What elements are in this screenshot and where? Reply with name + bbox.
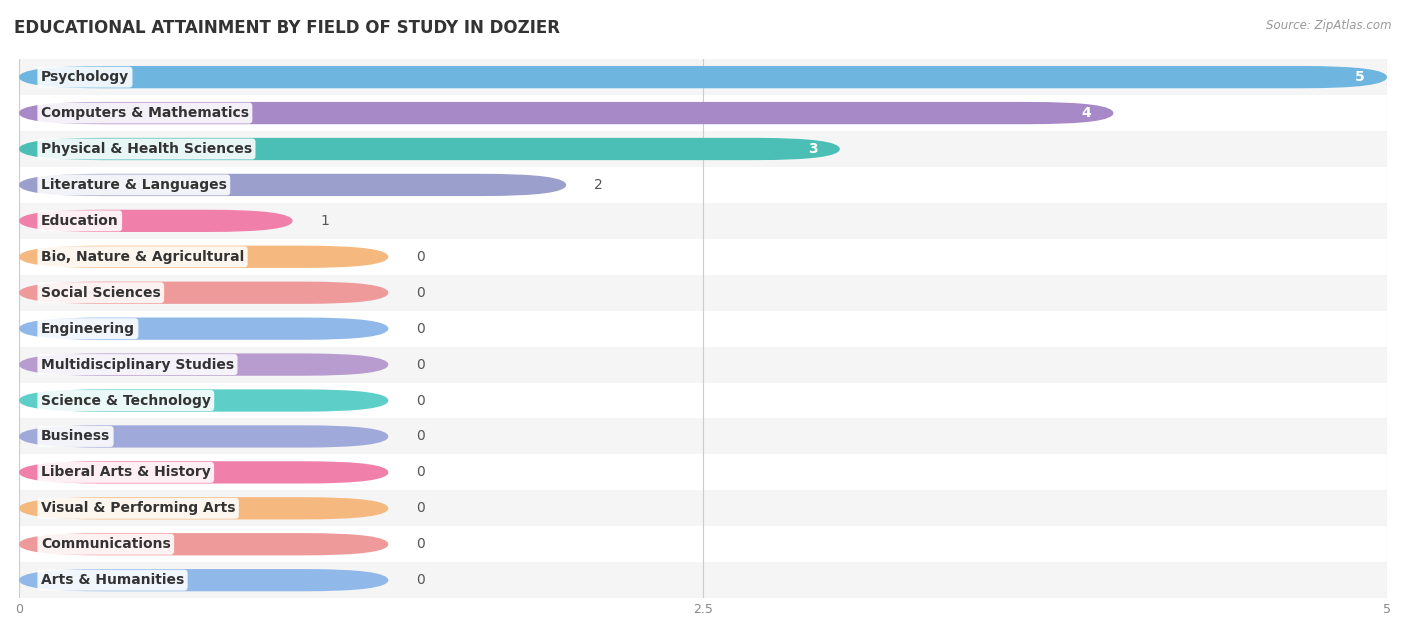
Text: Visual & Performing Arts: Visual & Performing Arts bbox=[41, 501, 235, 516]
Text: Social Sciences: Social Sciences bbox=[41, 286, 160, 300]
Text: Education: Education bbox=[41, 214, 118, 228]
Text: 0: 0 bbox=[416, 573, 425, 587]
Bar bbox=[20, 490, 1386, 526]
FancyBboxPatch shape bbox=[20, 281, 388, 304]
FancyBboxPatch shape bbox=[20, 461, 388, 483]
FancyBboxPatch shape bbox=[20, 209, 292, 232]
FancyBboxPatch shape bbox=[20, 174, 567, 196]
Bar bbox=[20, 382, 1386, 418]
Text: 3: 3 bbox=[808, 142, 818, 156]
Bar bbox=[20, 310, 1386, 346]
Bar bbox=[20, 59, 1386, 95]
FancyBboxPatch shape bbox=[20, 533, 388, 555]
FancyBboxPatch shape bbox=[20, 569, 388, 591]
FancyBboxPatch shape bbox=[20, 497, 388, 519]
Text: 0: 0 bbox=[416, 322, 425, 336]
Text: Bio, Nature & Agricultural: Bio, Nature & Agricultural bbox=[41, 250, 245, 264]
Bar bbox=[20, 346, 1386, 382]
Text: 1: 1 bbox=[321, 214, 329, 228]
Text: Psychology: Psychology bbox=[41, 70, 129, 84]
Text: EDUCATIONAL ATTAINMENT BY FIELD OF STUDY IN DOZIER: EDUCATIONAL ATTAINMENT BY FIELD OF STUDY… bbox=[14, 19, 560, 37]
Text: 0: 0 bbox=[416, 466, 425, 480]
Text: 0: 0 bbox=[416, 394, 425, 408]
Bar bbox=[20, 239, 1386, 274]
FancyBboxPatch shape bbox=[20, 317, 388, 339]
Bar bbox=[20, 274, 1386, 310]
Text: 0: 0 bbox=[416, 501, 425, 516]
Text: 0: 0 bbox=[416, 537, 425, 551]
Text: Computers & Mathematics: Computers & Mathematics bbox=[41, 106, 249, 120]
Bar bbox=[20, 418, 1386, 454]
Bar bbox=[20, 131, 1386, 167]
FancyBboxPatch shape bbox=[20, 389, 388, 411]
Text: 5: 5 bbox=[1355, 70, 1365, 84]
Bar bbox=[20, 526, 1386, 562]
Text: 0: 0 bbox=[416, 250, 425, 264]
Text: Multidisciplinary Studies: Multidisciplinary Studies bbox=[41, 358, 233, 372]
FancyBboxPatch shape bbox=[20, 102, 1114, 124]
Text: Science & Technology: Science & Technology bbox=[41, 394, 211, 408]
Text: 0: 0 bbox=[416, 286, 425, 300]
Text: Engineering: Engineering bbox=[41, 322, 135, 336]
FancyBboxPatch shape bbox=[20, 353, 388, 375]
FancyBboxPatch shape bbox=[20, 245, 388, 268]
Bar bbox=[20, 562, 1386, 598]
FancyBboxPatch shape bbox=[20, 425, 388, 447]
Text: 2: 2 bbox=[593, 178, 602, 192]
Text: 4: 4 bbox=[1081, 106, 1091, 120]
Bar bbox=[20, 95, 1386, 131]
Text: 0: 0 bbox=[416, 358, 425, 372]
Text: Communications: Communications bbox=[41, 537, 170, 551]
Text: Literature & Languages: Literature & Languages bbox=[41, 178, 226, 192]
Text: Liberal Arts & History: Liberal Arts & History bbox=[41, 466, 211, 480]
Text: Source: ZipAtlas.com: Source: ZipAtlas.com bbox=[1267, 19, 1392, 32]
Text: Arts & Humanities: Arts & Humanities bbox=[41, 573, 184, 587]
Text: Physical & Health Sciences: Physical & Health Sciences bbox=[41, 142, 252, 156]
Text: Business: Business bbox=[41, 430, 110, 444]
Text: 0: 0 bbox=[416, 430, 425, 444]
FancyBboxPatch shape bbox=[20, 138, 839, 160]
Bar bbox=[20, 454, 1386, 490]
Bar bbox=[20, 167, 1386, 203]
FancyBboxPatch shape bbox=[20, 66, 1386, 88]
Bar bbox=[20, 203, 1386, 239]
